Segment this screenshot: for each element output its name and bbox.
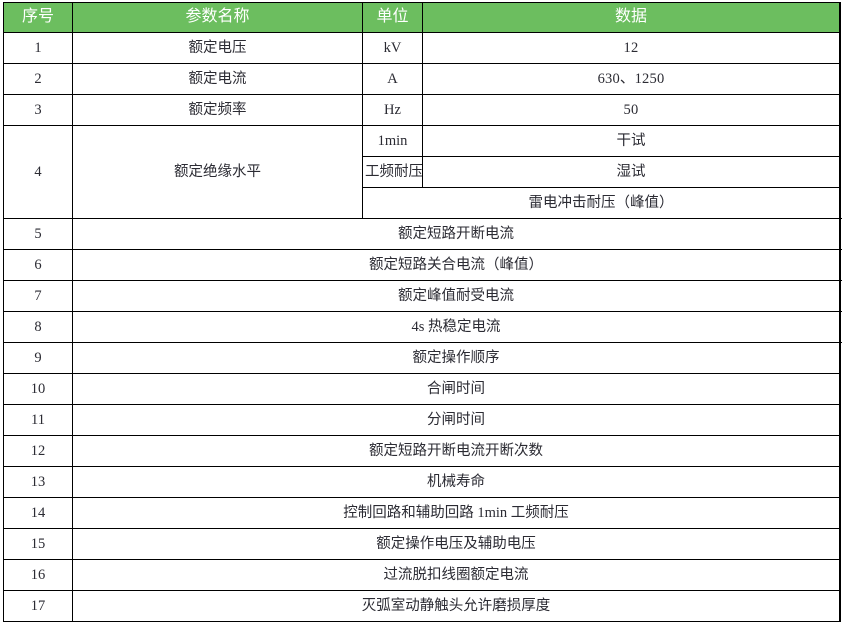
power-frequency-label-1min: 1min (363, 126, 423, 157)
row-param: 4s 热稳定电流 (73, 312, 840, 343)
row-param: 额定操作电压及辅助电压 (73, 529, 840, 560)
row-no: 8 (4, 312, 73, 343)
dry-test-label: 干试 (423, 126, 840, 157)
row-param: 额定短路开断电流开断次数 (73, 436, 840, 467)
row-no: 12 (4, 436, 73, 467)
power-frequency-label-withstand: 工频耐压 (363, 157, 423, 188)
row-no: 17 (4, 591, 73, 622)
table-row: 8 4s 热稳定电流 kA 20 25 (4, 312, 841, 343)
row-param: 额定短路关合电流（峰值） (73, 250, 840, 281)
row-unit: kV (363, 33, 423, 64)
lightning-impulse-label: 雷电冲击耐压（峰值） (363, 188, 840, 219)
row-no: 6 (4, 250, 73, 281)
wet-test-label: 湿试 (423, 157, 840, 188)
table-row: 10 合闸时间 ms ≤ 50 (4, 374, 841, 405)
header-param: 参数名称 (73, 3, 363, 33)
table-header-row: 序号 参数名称 单位 数据 (4, 3, 841, 33)
table-row: 2 额定电流 A 630、1250 (4, 64, 841, 95)
row-param: 灭弧室动静触头允许磨损厚度 (73, 591, 840, 622)
table-row: 15 额定操作电压及辅助电压 DC220/110 (4, 529, 841, 560)
table-row: 1 额定电压 kV 12 (4, 33, 841, 64)
row-param: 机械寿命 (73, 467, 840, 498)
table-row: 16 过流脱扣线圈额定电流 A 5 (4, 560, 841, 591)
row-no: 7 (4, 281, 73, 312)
row-param: 额定短路开断电流 (73, 219, 840, 250)
row-no: 1 (4, 33, 73, 64)
insulation-group-label: 额定绝缘水平 (73, 126, 363, 219)
table-row: 14 控制回路和辅助回路 1min 工频耐压 V 2000 (4, 498, 841, 529)
row-no: 13 (4, 467, 73, 498)
table-row: 5 额定短路开断电流 kA 20 25 (4, 219, 841, 250)
row-data: ≤ 50 (840, 374, 841, 405)
row-param: 额定电流 (73, 64, 363, 95)
row-param: 分闸时间 (73, 405, 840, 436)
row-data: 5 (840, 560, 841, 591)
row-unit: A (363, 64, 423, 95)
row-no: 15 (4, 529, 73, 560)
header-no: 序号 (4, 3, 73, 33)
row-param: 控制回路和辅助回路 1min 工频耐压 (73, 498, 840, 529)
row-no: 14 (4, 498, 73, 529)
table-row: 13 机械寿命 30000 (4, 467, 841, 498)
table-row: 6 额定短路关合电流（峰值） kA 50 63 (4, 250, 841, 281)
row-param: 额定频率 (73, 95, 363, 126)
row-no: 11 (4, 405, 73, 436)
row-no: 2 (4, 64, 73, 95)
row-param: 过流脱扣线圈额定电流 (73, 560, 840, 591)
specification-table: 序号 参数名称 单位 数据 1 额定电压 kV 12 2 额定电流 A 630、… (3, 2, 841, 622)
header-unit: 单位 (363, 3, 423, 33)
row-data: 2000 (840, 498, 841, 529)
row-data: 12 (423, 33, 840, 64)
row-param: 合闸时间 (73, 374, 840, 405)
table-row-insulation-dry: 4 额定绝缘水平 1min 干试 kV 相间、对地 42/ 断口 48 (4, 126, 841, 157)
row-no: 9 (4, 343, 73, 374)
table-row: 9 额定操作顺序 O-0.3s-CO-180s-CO (4, 343, 841, 374)
row-data: 3 (840, 591, 841, 622)
row-no: 5 (4, 219, 73, 250)
row-no: 3 (4, 95, 73, 126)
table-row: 12 额定短路开断电流开断次数 次 30 (4, 436, 841, 467)
row-no: 16 (4, 560, 73, 591)
row-no: 10 (4, 374, 73, 405)
row-unit: Hz (363, 95, 423, 126)
table-row: 7 额定峰值耐受电流 kA 50 63 (4, 281, 841, 312)
row-param: 额定峰值耐受电流 (73, 281, 840, 312)
row-data: 630、1250 (423, 64, 840, 95)
row-param: 额定操作顺序 (73, 343, 840, 374)
row-data: O-0.3s-CO-180s-CO (840, 343, 841, 374)
table-row: 17 灭弧室动静触头允许磨损厚度 mm 3 (4, 591, 841, 622)
table-row: 11 分闸时间 ≤ 30 (4, 405, 841, 436)
header-data: 数据 (423, 3, 840, 33)
row-data: DC220/110 (840, 529, 841, 560)
row-data: 30 (840, 436, 841, 467)
row-data: 30000 (840, 467, 841, 498)
row-no: 4 (4, 126, 73, 219)
table-row: 3 额定频率 Hz 50 (4, 95, 841, 126)
row-data: 50 (423, 95, 840, 126)
row-data: ≤ 30 (840, 405, 841, 436)
row-param: 额定电压 (73, 33, 363, 64)
